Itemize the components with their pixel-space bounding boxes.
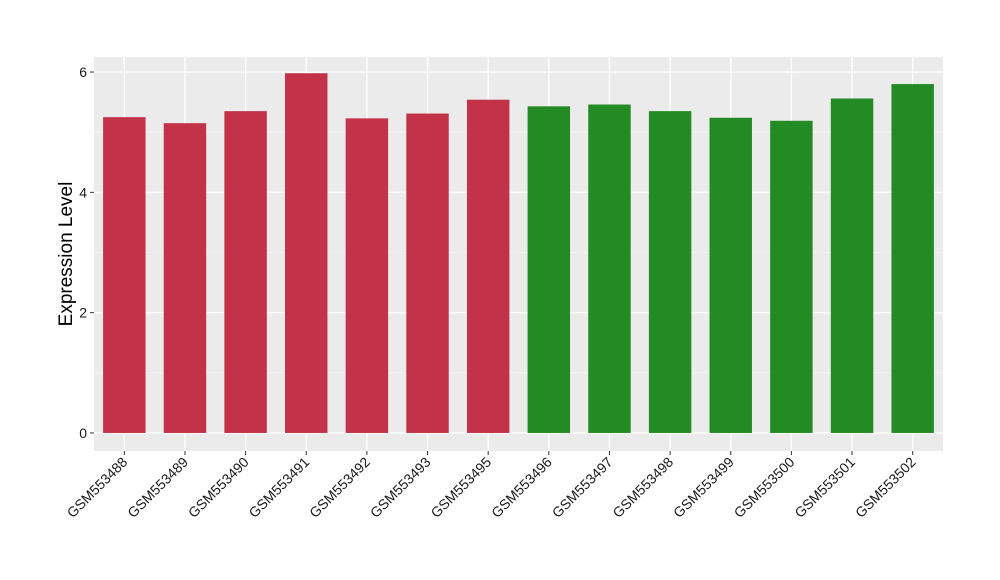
y-tick-label: 4 bbox=[79, 184, 87, 200]
y-tick-label: 6 bbox=[79, 64, 87, 80]
x-tick-label: GSM553498 bbox=[609, 454, 676, 521]
bar-GSM553497 bbox=[588, 104, 631, 433]
bar-GSM553500 bbox=[770, 120, 813, 433]
x-axis: GSM553488GSM553489GSM553490GSM553491GSM5… bbox=[64, 451, 919, 521]
x-tick-label: GSM553493 bbox=[367, 454, 434, 521]
bar-GSM553499 bbox=[709, 117, 752, 433]
bar-GSM553490 bbox=[224, 111, 267, 433]
bar-GSM553488 bbox=[103, 117, 146, 433]
x-tick-label: GSM553491 bbox=[245, 454, 312, 521]
x-tick-label: GSM553488 bbox=[64, 454, 131, 521]
bar-GSM553493 bbox=[406, 113, 449, 433]
y-tick-label: 0 bbox=[79, 425, 87, 441]
bar-GSM553496 bbox=[527, 106, 571, 433]
y-axis-title: Expression Level bbox=[56, 182, 77, 327]
x-tick-label: GSM553495 bbox=[427, 454, 494, 521]
x-tick-label: GSM553492 bbox=[306, 454, 373, 521]
bar-GSM553502 bbox=[891, 84, 934, 433]
x-tick-label: GSM553500 bbox=[731, 454, 798, 521]
x-tick-label: GSM553501 bbox=[791, 454, 858, 521]
y-axis: 0 2 4 6 bbox=[79, 64, 94, 441]
bar-GSM553498 bbox=[648, 111, 692, 433]
x-tick-label: GSM553490 bbox=[185, 454, 252, 521]
plot-panel bbox=[94, 57, 943, 451]
x-tick-label: GSM553497 bbox=[549, 454, 616, 521]
bar-GSM553495 bbox=[466, 99, 510, 433]
x-tick-label: GSM553496 bbox=[488, 454, 555, 521]
x-tick-label: GSM553499 bbox=[670, 454, 737, 521]
bar-GSM553489 bbox=[163, 123, 207, 433]
x-tick-label: GSM553489 bbox=[124, 454, 191, 521]
bar-GSM553492 bbox=[345, 118, 389, 433]
bar-GSM553501 bbox=[830, 98, 874, 433]
bar-series bbox=[103, 73, 934, 433]
bar-GSM553491 bbox=[285, 73, 328, 433]
y-tick-label: 2 bbox=[79, 305, 87, 321]
x-tick-label: GSM553502 bbox=[852, 454, 919, 521]
